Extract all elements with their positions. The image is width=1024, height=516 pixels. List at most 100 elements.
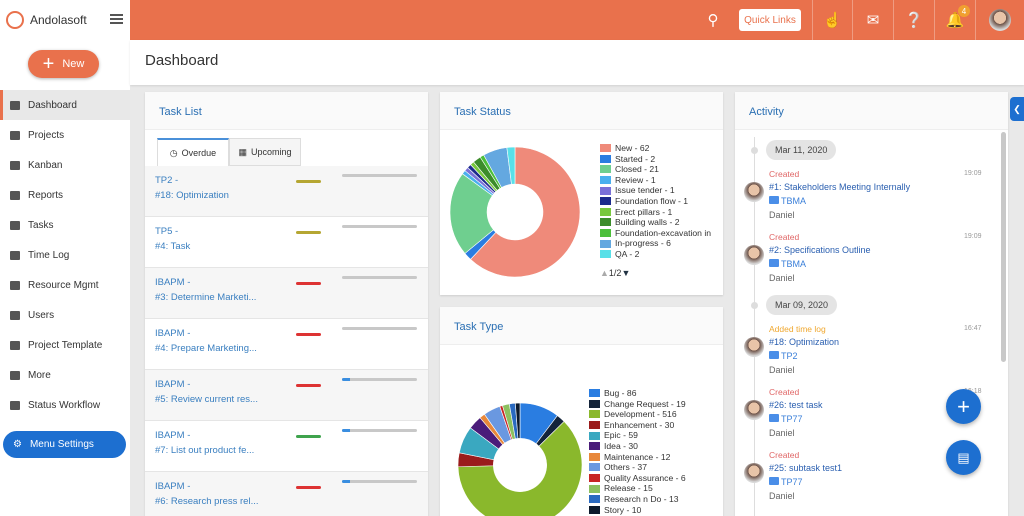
task-title[interactable]: #4: Task bbox=[155, 241, 191, 252]
table-row[interactable]: TP2 - #18: Optimization bbox=[145, 166, 428, 217]
slice-new[interactable] bbox=[470, 147, 580, 277]
table-row[interactable]: IBAPM - #7: List out product fe... bbox=[145, 421, 428, 472]
legend-item[interactable]: Release - 15 bbox=[589, 483, 686, 494]
activity-project[interactable]: TP77 bbox=[769, 412, 803, 426]
tab-label: Upcoming bbox=[250, 147, 292, 157]
legend-item[interactable]: QA - 2 bbox=[600, 249, 723, 260]
add-fab-button[interactable]: + bbox=[946, 389, 981, 424]
legend-item[interactable]: Epic - 59 bbox=[589, 430, 686, 441]
legend-pager[interactable]: ▲1/2▼ bbox=[600, 268, 630, 278]
tab-overdue[interactable]: ◷ Overdue bbox=[157, 138, 229, 166]
legend-item[interactable]: Maintenance - 12 bbox=[589, 452, 686, 463]
legend-item[interactable]: Bug - 86 bbox=[589, 388, 686, 399]
task-title[interactable]: #18: Optimization bbox=[155, 190, 229, 201]
sidebar-item-users[interactable]: Users bbox=[0, 300, 130, 330]
activity-task-link[interactable]: #1: Stakeholders Meeting Internally bbox=[769, 182, 911, 192]
task-title[interactable]: #5: Review current res... bbox=[155, 394, 258, 405]
legend-item[interactable]: Started - 2 bbox=[600, 154, 723, 165]
search-icon[interactable]: ⚲ bbox=[707, 12, 719, 29]
chat-fab-button[interactable]: ▤ bbox=[946, 440, 981, 475]
sidebar-item-dashboard[interactable]: Dashboard bbox=[0, 90, 130, 120]
slice-story[interactable] bbox=[515, 403, 521, 439]
hamburger-menu-icon[interactable] bbox=[110, 14, 123, 24]
legend-swatch bbox=[589, 495, 600, 504]
table-row[interactable]: IBAPM - #3: Determine Marketi... bbox=[145, 268, 428, 319]
table-row[interactable]: IBAPM - #5: Review current res... bbox=[145, 370, 428, 421]
slice-qa[interactable] bbox=[506, 147, 516, 185]
progress-bar bbox=[342, 429, 417, 432]
sidebar-item-resource-mgmt[interactable]: Resource Mgmt bbox=[0, 270, 130, 300]
sidebar-item-kanban[interactable]: Kanban bbox=[0, 150, 130, 180]
date-pill: Mar 09, 2020 bbox=[766, 295, 838, 315]
legend-item[interactable]: Review - 1 bbox=[600, 175, 723, 186]
legend-label: Bug - 86 bbox=[604, 388, 637, 398]
activity-project[interactable]: TP2 bbox=[769, 349, 798, 363]
legend-item[interactable]: Development - 516 bbox=[589, 409, 686, 420]
legend-swatch bbox=[589, 389, 600, 398]
task-project[interactable]: TP2 - bbox=[155, 175, 179, 186]
task-project[interactable]: IBAPM - bbox=[155, 481, 191, 492]
legend-item[interactable]: New - 62 bbox=[600, 143, 723, 154]
legend-item[interactable]: Building walls - 2 bbox=[600, 217, 723, 228]
feedback-icon[interactable]: ✉ bbox=[852, 0, 893, 40]
activity-task-link[interactable]: #2: Specifications Outline bbox=[769, 245, 871, 255]
pager-up-icon[interactable]: ▲ bbox=[600, 268, 609, 278]
legend-item[interactable]: Foundation flow - 1 bbox=[600, 196, 723, 207]
activity-task-link[interactable]: #25: subtask test1 bbox=[769, 463, 843, 473]
legend-swatch bbox=[600, 207, 611, 216]
tab-upcoming[interactable]: ▦ Upcoming bbox=[229, 138, 301, 166]
brand[interactable]: Andolasoft bbox=[0, 0, 130, 40]
legend-label: Foundation-excavation in bbox=[615, 227, 712, 238]
sidebar-item-tasks[interactable]: Tasks bbox=[0, 210, 130, 240]
task-title[interactable]: #4: Prepare Marketing... bbox=[155, 343, 257, 354]
sidebar-item-reports[interactable]: Reports bbox=[0, 180, 130, 210]
task-project[interactable]: TP5 - bbox=[155, 226, 179, 237]
task-title[interactable]: #3: Determine Marketi... bbox=[155, 292, 257, 303]
sidebar-item-project-template[interactable]: Project Template bbox=[0, 330, 130, 360]
new-button[interactable]: + New bbox=[28, 50, 99, 78]
menu-settings-button[interactable]: ⚙ Menu Settings bbox=[3, 431, 126, 458]
legend-item[interactable]: Issue tender - 1 bbox=[600, 185, 723, 196]
task-title[interactable]: #7: List out product fe... bbox=[155, 445, 255, 456]
scrollbar[interactable] bbox=[1001, 132, 1006, 362]
legend-item[interactable]: Foundation-excavation in bbox=[600, 228, 723, 239]
task-project[interactable]: IBAPM - bbox=[155, 328, 191, 339]
task-project[interactable]: IBAPM - bbox=[155, 379, 191, 390]
table-row[interactable]: IBAPM - #6: Research press rel... bbox=[145, 472, 428, 516]
legend-item[interactable]: Erect pillars - 1 bbox=[600, 207, 723, 218]
hand-pointer-icon[interactable]: ☝ bbox=[812, 0, 852, 40]
pager-down-icon[interactable]: ▼ bbox=[621, 268, 631, 278]
task-project[interactable]: IBAPM - bbox=[155, 277, 191, 288]
activity-task-link[interactable]: #26: test task bbox=[769, 400, 823, 410]
quick-links-button[interactable]: Quick Links bbox=[739, 9, 801, 31]
legend-item[interactable]: Idea - 30 bbox=[589, 441, 686, 452]
page-header: Dashboard bbox=[130, 40, 1024, 85]
timeline-dot bbox=[751, 302, 758, 309]
legend-item[interactable]: Research n Do - 13 bbox=[589, 494, 686, 505]
legend-swatch bbox=[589, 474, 600, 483]
legend-item[interactable]: Quality Assurance - 6 bbox=[589, 473, 686, 484]
task-title[interactable]: #6: Research press rel... bbox=[155, 496, 259, 507]
user-avatar-button[interactable] bbox=[975, 0, 1024, 40]
activity-project[interactable]: TP77 bbox=[769, 475, 803, 489]
task-project[interactable]: IBAPM - bbox=[155, 430, 191, 441]
sidebar-item-status-workflow[interactable]: Status Workflow bbox=[0, 390, 130, 420]
sidebar-item-time-log[interactable]: Time Log bbox=[0, 240, 130, 270]
table-row[interactable]: TP5 - #4: Task bbox=[145, 217, 428, 268]
legend-item[interactable]: Enhancement - 30 bbox=[589, 420, 686, 431]
table-row[interactable]: IBAPM - #4: Prepare Marketing... bbox=[145, 319, 428, 370]
panel-toggle-chevron-icon[interactable]: ❮ bbox=[1010, 97, 1024, 121]
legend-item[interactable]: Others - 37 bbox=[589, 462, 686, 473]
help-icon[interactable]: ❔ bbox=[893, 0, 934, 40]
legend-item[interactable]: Story - 10 bbox=[589, 505, 686, 516]
activity-task-link[interactable]: #18: Optimization bbox=[769, 337, 840, 347]
legend-item[interactable]: Closed - 21 bbox=[600, 164, 723, 175]
notification-bell-icon[interactable]: 🔔 bbox=[934, 0, 975, 40]
activity-project[interactable]: TBMA bbox=[769, 257, 806, 271]
slice-development[interactable] bbox=[458, 421, 582, 516]
legend-item[interactable]: In-progress - 6 bbox=[600, 238, 723, 249]
legend-item[interactable]: Change Request - 19 bbox=[589, 399, 686, 410]
sidebar-item-projects[interactable]: Projects bbox=[0, 120, 130, 150]
activity-project[interactable]: TBMA bbox=[769, 194, 806, 208]
sidebar-item-more[interactable]: More bbox=[0, 360, 130, 390]
